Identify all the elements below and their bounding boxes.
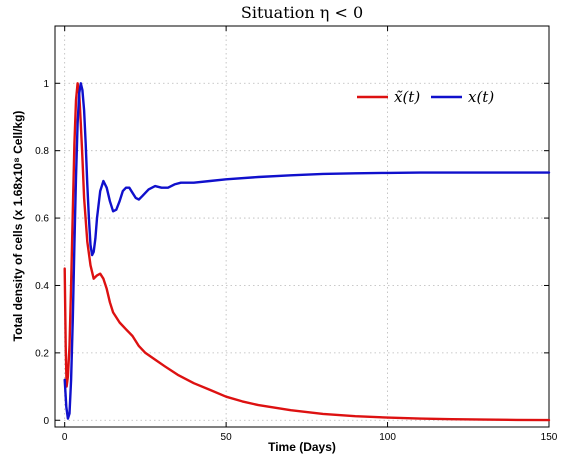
legend-label-0: x̃(t) [394, 88, 420, 106]
x-axis-label: Time (Days) [268, 440, 336, 454]
series-layer [63, 82, 551, 422]
x-tick-label: 0 [62, 432, 68, 443]
grid-lines [55, 26, 550, 427]
series-line-0 [63, 82, 551, 422]
y-axis-label: Total density of cells (x 1.68x10⁸ Cell/… [11, 111, 25, 342]
legend: x̃(t) x(t) [357, 88, 494, 106]
chart-title: Situation η < 0 [241, 3, 363, 22]
x-tick-label: 50 [221, 432, 233, 443]
axis-ticks: 0 50 100 150 0 0.2 0.4 0.6 0.8 1 [35, 26, 558, 443]
y-tick-label: 1 [43, 79, 49, 90]
y-tick-label: 0.2 [35, 348, 49, 359]
x-tick-label: 100 [379, 432, 396, 443]
series-line-1 [63, 82, 551, 420]
y-tick-label: 0.8 [35, 146, 49, 157]
legend-label-1: x(t) [468, 88, 494, 106]
y-tick-label: 0.6 [35, 214, 49, 225]
plot-frame [54, 25, 550, 428]
y-tick-label: 0.4 [35, 281, 49, 292]
y-tick-label: 0 [43, 416, 49, 427]
x-tick-label: 150 [541, 432, 558, 443]
